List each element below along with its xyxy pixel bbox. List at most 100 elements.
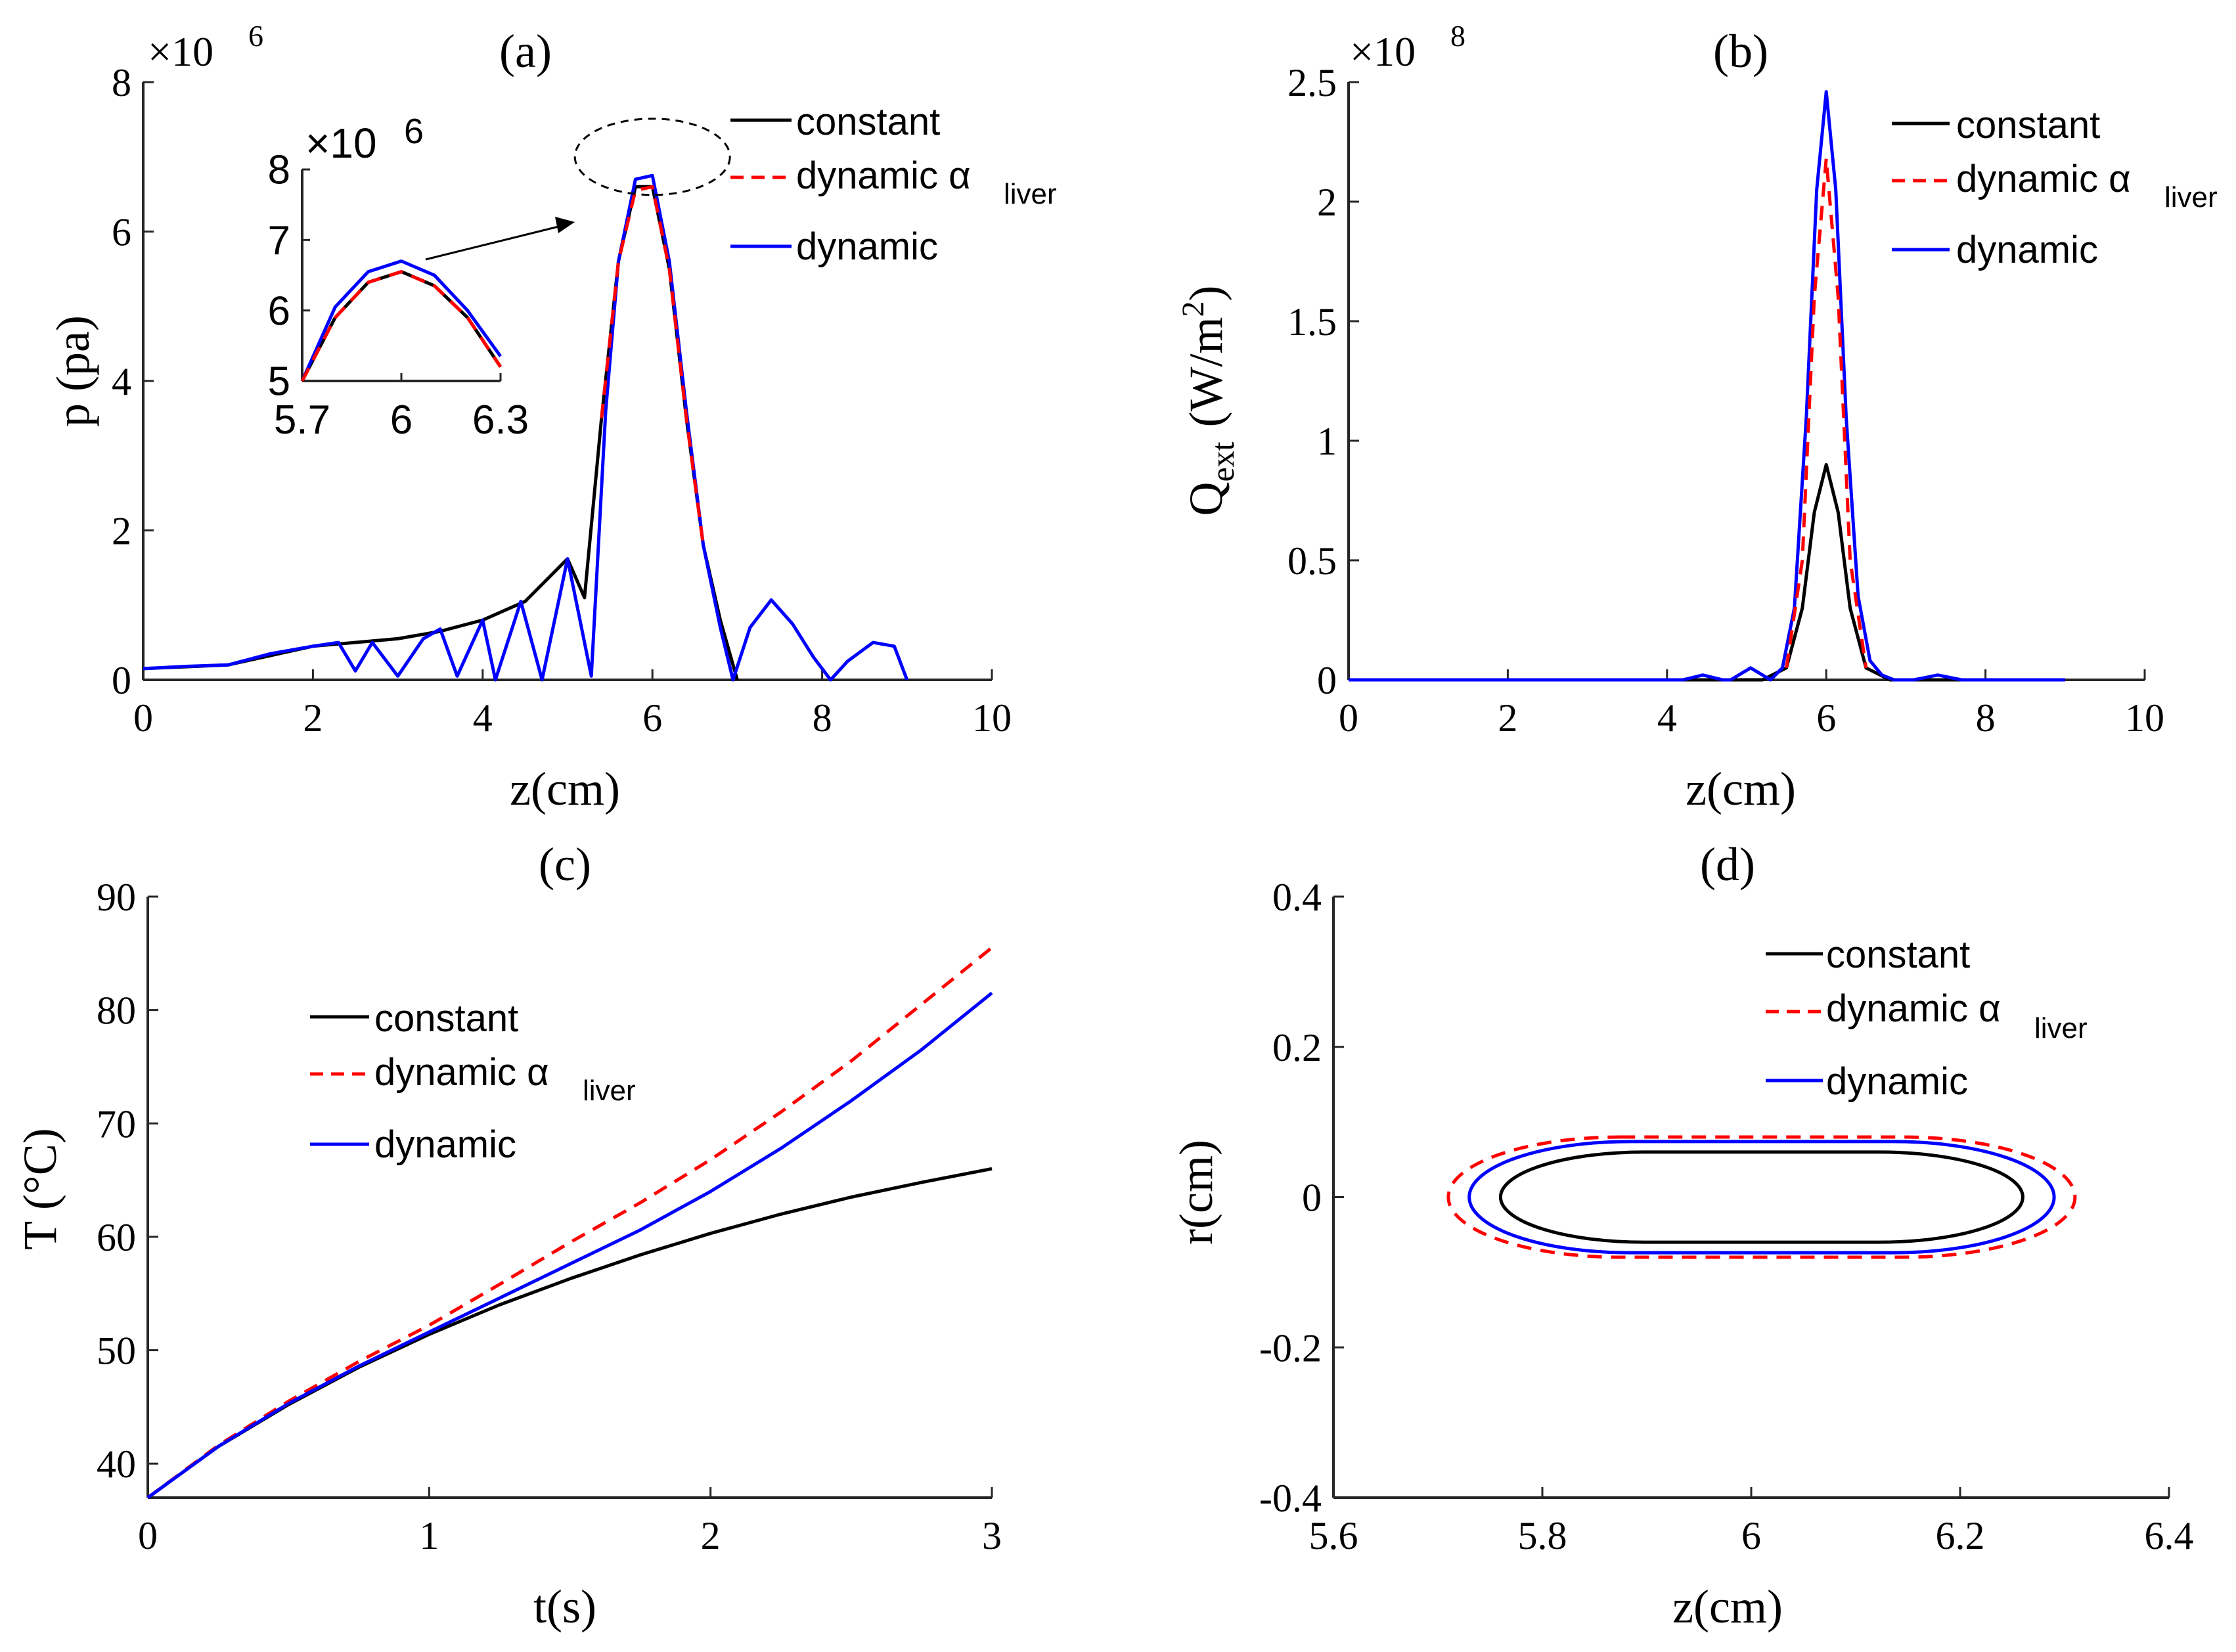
x-tick-label-5-6: 5.6 xyxy=(1309,1514,1358,1557)
legend-label-alpha-subscript: liver xyxy=(2034,1012,2088,1044)
x-tick-label-6: 6 xyxy=(390,397,413,443)
series-line-dynamic-alpha-liver xyxy=(600,185,705,546)
y-tick-label-70: 70 xyxy=(97,1102,136,1146)
x-tick-label-5-8: 5.8 xyxy=(1518,1514,1567,1557)
x-tick-label-5-7: 5.7 xyxy=(274,397,330,443)
y-tick-label-6: 6 xyxy=(268,288,290,334)
panel-d-xlabel: z(cm) xyxy=(1672,1580,1783,1633)
panel-b-legend: constant dynamic α liver dynamic xyxy=(1892,104,2218,271)
y-tick-label-6: 6 xyxy=(112,211,131,254)
series-line-dynamic xyxy=(143,173,909,682)
y-tick-label-50: 50 xyxy=(97,1329,136,1373)
panel-a-plot: 0 2 4 6 8 10 0 2 4 6 8 xyxy=(112,61,1012,740)
x-tick-label-6-2: 6.2 xyxy=(1936,1514,1985,1557)
legend-label-constant: constant xyxy=(796,100,940,143)
legend-label-dynamic-alpha: dynamic α xyxy=(1826,987,2001,1030)
panel-b: (b) ×10 8 0 2 4 6 8 10 0 0.5 1 1.5 2 2.5 z(cm) Qext… xyxy=(1176,19,2218,815)
y-tick-label-0-2: -0.2 xyxy=(1259,1326,1322,1370)
panel-c-plot: 0 1 2 3 40 50 60 70 80 90 xyxy=(97,876,1002,1557)
y-tick-label-40: 40 xyxy=(97,1442,136,1486)
series-line-constant xyxy=(143,185,739,681)
x-tick-label-2: 2 xyxy=(701,1514,721,1557)
y-tick-label-0-5: 0.5 xyxy=(1287,539,1337,583)
x-tick-label-10: 10 xyxy=(972,696,1012,740)
panel-a-inset: ×10 6 5.7 6 6.3 5 6 7 8 xyxy=(268,112,529,443)
series-contour-constant xyxy=(1498,1150,2024,1244)
series-line-constant xyxy=(146,1167,993,1500)
y-tick-label-0: 0 xyxy=(112,659,131,702)
legend-label-dynamic-alpha: dynamic α xyxy=(796,154,971,197)
legend-label-dynamic: dynamic xyxy=(374,1123,516,1166)
y-tick-label-1-5: 1.5 xyxy=(1287,300,1337,344)
x-tick-label-2: 2 xyxy=(303,696,323,740)
panel-a-title: (a) xyxy=(499,25,552,78)
y-tick-label-80: 80 xyxy=(97,989,136,1033)
legend-label-constant: constant xyxy=(374,997,518,1040)
panel-c-title: (c) xyxy=(539,838,591,891)
series-line-constant xyxy=(300,270,503,382)
panel-b-ylabel-sub: ext xyxy=(1204,441,1241,481)
panel-b-exponent-power: 8 xyxy=(1450,19,1465,53)
panel-d: (d) 5.6 5.8 6 6.2 6.4 -0.4 -0.2 0 0.2 0.4 z(cm) r… xyxy=(1170,838,2194,1633)
y-tick-label-7: 7 xyxy=(268,218,290,263)
x-tick-label-4: 4 xyxy=(1657,696,1677,740)
x-tick-label-0: 0 xyxy=(1339,696,1358,740)
x-tick-label-10: 10 xyxy=(2125,696,2164,740)
y-tick-label-90: 90 xyxy=(97,876,136,919)
inset-plot: 5.7 6 6.3 5 6 7 8 xyxy=(268,148,529,443)
panel-a: (a) ×10 6 0 2 4 6 8 10 0 2 4 6 8 z(cm) p (pa) ×10 … xyxy=(47,19,1057,815)
panel-d-title: (d) xyxy=(1700,838,1755,891)
series-line-dynamic-alpha-liver xyxy=(146,946,993,1500)
legend-label-constant: constant xyxy=(1956,104,2100,146)
panel-b-exponent: ×10 8 xyxy=(1350,19,1465,75)
panel-d-ylabel: r(cm) xyxy=(1170,1140,1222,1245)
series-contour-dynamic xyxy=(1467,1140,2056,1255)
inset-exponent-power: 6 xyxy=(404,112,424,151)
x-tick-label-8: 8 xyxy=(1976,696,1996,740)
peak-highlight-ellipse xyxy=(573,118,731,196)
y-tick-label-2-5: 2.5 xyxy=(1287,61,1337,104)
inset-arrow-head xyxy=(555,217,575,233)
y-tick-label-2: 2 xyxy=(112,510,131,553)
x-tick-label-0: 0 xyxy=(133,696,153,740)
panel-c-xlabel: t(s) xyxy=(533,1580,596,1633)
inset-exponent-base: ×10 xyxy=(305,120,377,167)
y-tick-label-0-4: 0.4 xyxy=(1272,876,1322,919)
x-tick-label-4: 4 xyxy=(473,696,493,740)
panel-c-ylabel: T (°C) xyxy=(14,1128,66,1249)
x-tick-label-6-4: 6.4 xyxy=(2145,1514,2194,1557)
panel-c-legend: constant dynamic α liver dynamic xyxy=(310,997,636,1166)
series-contour-dynamic-alpha-liver xyxy=(1446,1135,2077,1259)
x-tick-label-6: 6 xyxy=(642,696,662,740)
panel-b-title: (b) xyxy=(1713,25,1768,78)
legend-label-dynamic-alpha: dynamic α xyxy=(374,1051,549,1094)
panel-b-exponent-base: ×10 xyxy=(1350,28,1416,75)
x-tick-label-2: 2 xyxy=(1498,696,1517,740)
panel-a-xlabel: z(cm) xyxy=(510,763,620,815)
legend-label-alpha-subscript: liver xyxy=(2164,181,2218,213)
y-tick-label-4: 4 xyxy=(112,360,131,403)
x-tick-label-8: 8 xyxy=(813,696,832,740)
panel-b-xlabel: z(cm) xyxy=(1686,763,1796,815)
legend-label-alpha-subscript: liver xyxy=(1004,178,1057,210)
panel-b-ylabel-unit: (W/m xyxy=(1180,317,1232,427)
panel-c: (c) 0 1 2 3 40 50 60 70 80 90 t(s) T (°C) constan… xyxy=(14,838,1002,1633)
panel-b-ylabel-q: Q xyxy=(1180,482,1232,516)
x-tick-label-6: 6 xyxy=(1741,1514,1761,1557)
y-tick-label-0-4: -0.4 xyxy=(1259,1477,1322,1520)
inset-arrow-line xyxy=(425,225,559,261)
panel-a-exponent: ×10 6 xyxy=(148,19,263,75)
x-tick-label-6: 6 xyxy=(1816,696,1836,740)
panel-d-plot: 5.6 5.8 6 6.2 6.4 -0.4 -0.2 0 0.2 0.4 xyxy=(1259,876,2193,1557)
series-line-dynamic xyxy=(146,991,993,1500)
legend-label-dynamic: dynamic xyxy=(1956,229,2098,271)
legend-label-dynamic: dynamic xyxy=(796,225,938,268)
y-tick-label-8: 8 xyxy=(268,148,290,193)
panel-b-ylabel: Qext (W/m2) xyxy=(1176,285,1241,516)
y-tick-label-0-2: 0.2 xyxy=(1272,1026,1322,1069)
y-tick-label-8: 8 xyxy=(112,61,131,104)
x-tick-label-0: 0 xyxy=(138,1514,158,1557)
panel-a-exponent-power: 6 xyxy=(248,19,263,53)
x-tick-label-1: 1 xyxy=(419,1514,439,1557)
